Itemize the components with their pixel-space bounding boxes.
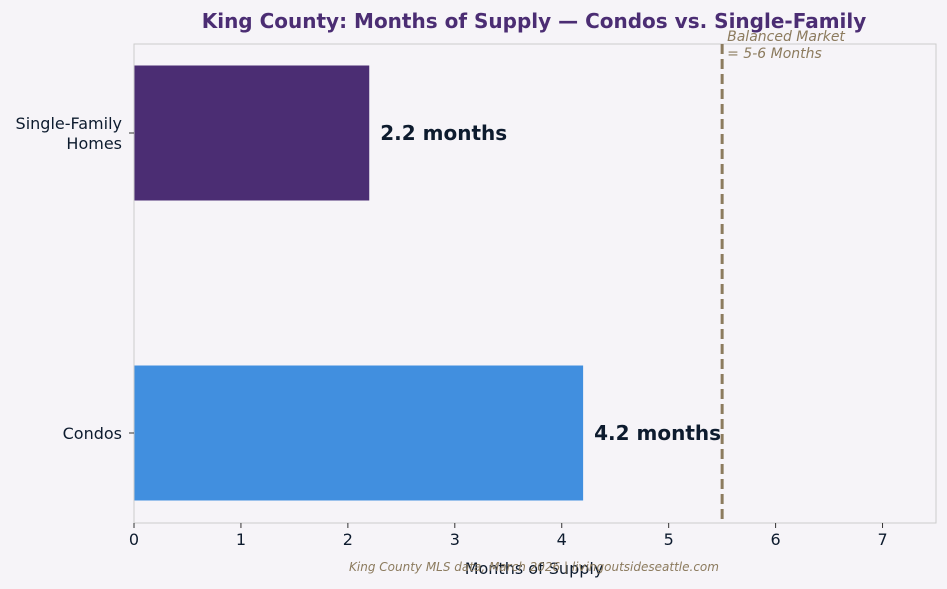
bars-layer bbox=[134, 65, 584, 501]
x-tick-label-3: 3 bbox=[450, 530, 460, 549]
data-labels: 2.2 months 4.2 months bbox=[380, 121, 721, 445]
reference-line-label: Balanced Market = 5-6 Months bbox=[727, 29, 845, 62]
y-category-label-line: Homes bbox=[66, 134, 122, 153]
reference-line-label-line: Balanced Market bbox=[727, 29, 845, 45]
x-tick-label-4: 4 bbox=[557, 530, 567, 549]
data-label-0: 2.2 months bbox=[380, 121, 507, 145]
source-note: King County MLS data, March 2026 | livin… bbox=[349, 560, 719, 574]
x-tick-label-7: 7 bbox=[877, 530, 887, 549]
bar-1 bbox=[134, 365, 584, 501]
data-label-1: 4.2 months bbox=[594, 421, 721, 445]
x-tick-label-6: 6 bbox=[771, 530, 781, 549]
y-category-label-line: Single-Family bbox=[16, 114, 122, 133]
y-category-label-line: Condos bbox=[63, 424, 122, 443]
y-category-label-1: Condos bbox=[63, 424, 122, 443]
bar-0 bbox=[134, 65, 370, 201]
reference-line-group: Balanced Market = 5-6 Months bbox=[720, 29, 845, 523]
chart-title: King County: Months of Supply — Condos v… bbox=[202, 9, 867, 33]
x-axis-label: Months of Supply bbox=[465, 559, 604, 578]
x-tick-label-0: 0 bbox=[129, 530, 139, 549]
plot-frame bbox=[133, 43, 937, 524]
reference-line-label-line: = 5-6 Months bbox=[727, 46, 822, 62]
y-category-label-0: Single-Family Homes bbox=[16, 114, 122, 153]
x-tick-label-5: 5 bbox=[664, 530, 674, 549]
y-axis-categories: Single-Family Homes Condos bbox=[16, 114, 134, 443]
x-tick-label-1: 1 bbox=[236, 530, 246, 549]
x-axis-ticks: 0 1 2 3 4 5 6 7 bbox=[129, 523, 888, 549]
x-tick-label-2: 2 bbox=[343, 530, 353, 549]
